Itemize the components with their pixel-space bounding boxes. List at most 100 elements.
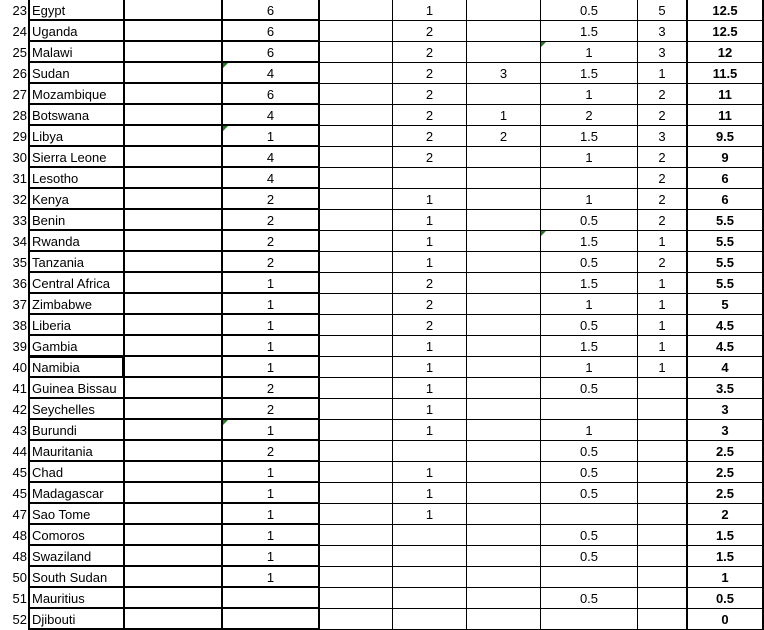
cell-a[interactable]: 6	[221, 0, 318, 21]
cell-b[interactable]	[318, 525, 392, 546]
cell-b[interactable]	[318, 21, 392, 42]
cell-rank[interactable]: 23	[12, 3, 27, 18]
cell-e[interactable]: 0.5	[540, 441, 637, 462]
cell-c[interactable]	[392, 609, 466, 630]
cell-e[interactable]: 1.5	[540, 273, 637, 294]
cell-blank[interactable]	[123, 231, 221, 252]
cell-country[interactable]: Swaziland	[28, 546, 123, 567]
cell-d[interactable]	[466, 0, 540, 21]
cell-d[interactable]	[466, 273, 540, 294]
cell-a[interactable]: 1	[221, 336, 318, 357]
cell-blank[interactable]	[123, 105, 221, 126]
cell-d[interactable]	[466, 420, 540, 441]
cell-f[interactable]	[637, 546, 686, 567]
cell-b[interactable]	[318, 126, 392, 147]
cell-c[interactable]: 2	[392, 294, 466, 315]
cell-rank[interactable]: 24	[12, 24, 27, 39]
cell-country[interactable]: Benin	[28, 210, 123, 231]
cell-d[interactable]	[466, 231, 540, 252]
cell-f[interactable]	[637, 525, 686, 546]
cell-b[interactable]	[318, 273, 392, 294]
cell-rank[interactable]: 48	[12, 528, 27, 543]
cell-total[interactable]: 12.5	[686, 0, 764, 21]
cell-country[interactable]: Libya	[28, 126, 123, 147]
cell-e[interactable]: 1.5	[540, 126, 637, 147]
cell-e[interactable]: 1	[540, 294, 637, 315]
cell-a[interactable]: 1	[221, 525, 318, 546]
cell-b[interactable]	[318, 189, 392, 210]
cell-a[interactable]: 2	[221, 378, 318, 399]
cell-c[interactable]	[392, 567, 466, 588]
cell-blank[interactable]	[123, 504, 221, 525]
cell-a[interactable]: 1	[221, 462, 318, 483]
cell-e[interactable]: 1	[540, 357, 637, 378]
cell-a[interactable]: 1	[221, 504, 318, 525]
cell-blank[interactable]	[123, 126, 221, 147]
cell-f[interactable]	[637, 609, 686, 630]
cell-e[interactable]: 1	[540, 84, 637, 105]
cell-e[interactable]: 0.5	[540, 525, 637, 546]
cell-total[interactable]: 3	[686, 399, 764, 420]
cell-f[interactable]: 1	[637, 294, 686, 315]
cell-b[interactable]	[318, 357, 392, 378]
cell-blank[interactable]	[123, 63, 221, 84]
cell-e[interactable]: 1.5	[540, 21, 637, 42]
cell-rank[interactable]: 30	[12, 150, 27, 165]
cell-f[interactable]: 2	[637, 105, 686, 126]
cell-total[interactable]: 5.5	[686, 231, 764, 252]
cell-rank[interactable]: 51	[12, 591, 27, 606]
cell-c[interactable]	[392, 441, 466, 462]
cell-d[interactable]	[466, 546, 540, 567]
cell-a[interactable]: 2	[221, 252, 318, 273]
cell-country[interactable]: Egypt	[28, 0, 123, 21]
cell-a[interactable]: 4	[221, 168, 318, 189]
cell-rank[interactable]: 42	[12, 402, 27, 417]
cell-blank[interactable]	[123, 357, 221, 378]
cell-e[interactable]: 0.5	[540, 0, 637, 21]
cell-c[interactable]: 1	[392, 336, 466, 357]
cell-country[interactable]: Madagascar	[28, 483, 123, 504]
cell-total[interactable]: 11	[686, 84, 764, 105]
cell-blank[interactable]	[123, 147, 221, 168]
cell-total[interactable]: 2.5	[686, 462, 764, 483]
cell-e[interactable]	[540, 399, 637, 420]
cell-f[interactable]	[637, 378, 686, 399]
cell-c[interactable]: 2	[392, 21, 466, 42]
cell-country[interactable]: Zimbabwe	[28, 294, 123, 315]
cell-country[interactable]: Gambia	[28, 336, 123, 357]
cell-country[interactable]: Botswana	[28, 105, 123, 126]
cell-total[interactable]: 1.5	[686, 546, 764, 567]
cell-d[interactable]	[466, 252, 540, 273]
cell-rank[interactable]: 31	[12, 171, 27, 186]
cell-e[interactable]: 1	[540, 147, 637, 168]
cell-rank[interactable]: 26	[12, 66, 27, 81]
cell-blank[interactable]	[123, 168, 221, 189]
cell-d[interactable]	[466, 378, 540, 399]
cell-blank[interactable]	[123, 399, 221, 420]
cell-f[interactable]: 2	[637, 168, 686, 189]
cell-rank[interactable]: 29	[12, 129, 27, 144]
cell-b[interactable]	[318, 168, 392, 189]
cell-e[interactable]: 1	[540, 42, 637, 63]
cell-blank[interactable]	[123, 252, 221, 273]
cell-blank[interactable]	[123, 21, 221, 42]
cell-rank[interactable]: 45	[12, 486, 27, 501]
cell-country[interactable]: Sao Tome	[28, 504, 123, 525]
cell-blank[interactable]	[123, 462, 221, 483]
cell-d[interactable]	[466, 609, 540, 630]
cell-country[interactable]: Tanzania	[28, 252, 123, 273]
cell-country[interactable]: Mozambique	[28, 84, 123, 105]
cell-c[interactable]: 2	[392, 105, 466, 126]
cell-blank[interactable]	[123, 0, 221, 21]
cell-total[interactable]: 1	[686, 567, 764, 588]
cell-b[interactable]	[318, 84, 392, 105]
cell-c[interactable]: 2	[392, 63, 466, 84]
cell-a[interactable]: 1	[221, 126, 318, 147]
cell-rank[interactable]: 36	[12, 276, 27, 291]
cell-d[interactable]	[466, 567, 540, 588]
cell-country[interactable]: Uganda	[28, 21, 123, 42]
cell-f[interactable]: 3	[637, 21, 686, 42]
cell-d[interactable]	[466, 210, 540, 231]
cell-d[interactable]	[466, 315, 540, 336]
cell-country[interactable]: Namibia	[28, 357, 123, 378]
